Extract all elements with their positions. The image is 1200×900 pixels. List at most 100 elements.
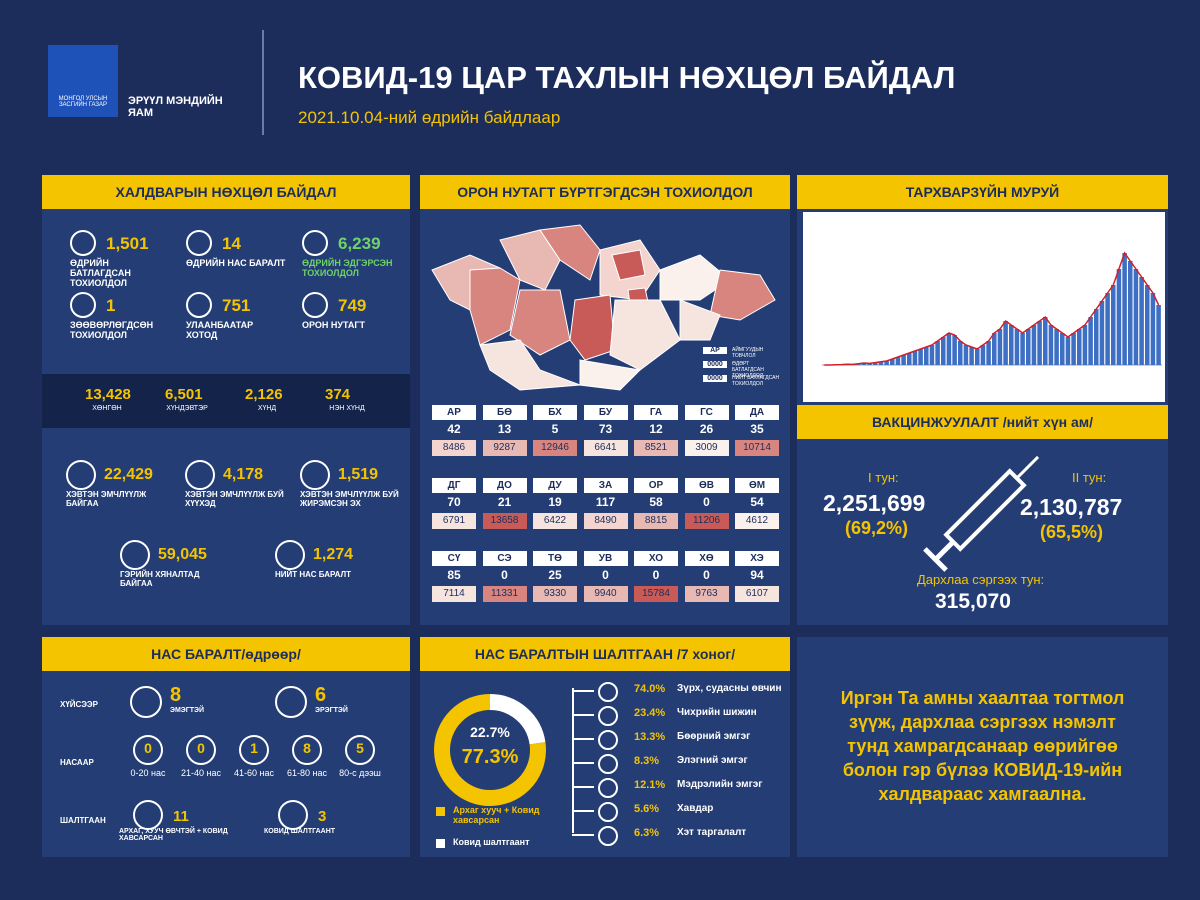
bar <box>1014 329 1020 365</box>
sex-value: 8 <box>170 684 182 706</box>
province-daily: 12 <box>649 422 663 436</box>
bar <box>946 333 952 365</box>
province-code: ГА <box>634 405 678 420</box>
row-label: ХҮЙСЭЭР <box>60 700 98 709</box>
bar <box>1082 325 1088 365</box>
stat-value: 751 <box>222 296 251 315</box>
icon <box>302 230 328 256</box>
province-daily: 19 <box>548 495 562 509</box>
message-line: зүүж, дархлаа сэргээх нэмэлт <box>849 712 1116 732</box>
dose1-value: 2,251,699 <box>823 490 926 516</box>
age-label: 21-40 нас <box>181 768 221 778</box>
bar <box>1105 293 1110 365</box>
bar <box>1077 329 1082 365</box>
province-code: УВ <box>583 551 628 566</box>
care-value: 4,178 <box>223 466 264 483</box>
icon <box>275 686 307 718</box>
bar <box>941 337 946 365</box>
province-daily: 21 <box>497 495 512 509</box>
province-code: ӨМ <box>735 478 779 493</box>
donut-label: 77.3% <box>461 746 519 768</box>
age-value: 5 <box>356 740 364 756</box>
ministry: ЭРҮҮЛ МЭНДИЙН ЯАМ <box>128 95 223 119</box>
care-label: ХЭВТЭН ЭМЧЛҮҮЛЖ БУЙ ХҮҮХЭД <box>185 490 284 508</box>
stat-value: 749 <box>338 296 367 315</box>
condition-pct: 5.6% <box>634 803 660 815</box>
age-value: 8 <box>303 740 311 756</box>
province-daily: 0 <box>652 568 660 582</box>
care-label: НИЙТ НАС БАРАЛТ <box>275 570 351 579</box>
icon <box>186 292 212 318</box>
legend-box: 0000 <box>703 375 727 382</box>
icon <box>133 800 163 830</box>
icon <box>66 460 96 490</box>
province-total: 6641 <box>583 440 628 456</box>
province-daily: 0 <box>703 568 710 582</box>
condition-pct: 12.1% <box>634 779 666 791</box>
row-label: ШАЛТГААН <box>60 816 106 825</box>
condition-pct: 23.4% <box>634 707 666 719</box>
age-label: 0-20 нас <box>130 768 166 778</box>
icon <box>302 292 328 318</box>
bar <box>861 363 867 365</box>
icon <box>130 686 162 718</box>
bar <box>1020 333 1025 365</box>
province-daily: 0 <box>703 495 710 509</box>
dose2-label: II тун: <box>1072 470 1107 485</box>
stat-label: ӨДРИЙН ЭДГЭРСЭН ТОХИОЛДОЛ <box>302 258 393 278</box>
icon <box>239 735 269 765</box>
section-title: ОРОН НУТАГТ БҮРТГЭГДСЭН ТОХИОЛДОЛ <box>420 175 790 209</box>
province-daily: 42 <box>447 422 461 436</box>
province-daily: 35 <box>750 422 764 436</box>
province-daily: 85 <box>447 568 461 582</box>
legend-swatch <box>436 807 445 816</box>
sex-label: ЭРЭГТЭЙ <box>315 707 348 714</box>
bracket-tick <box>572 690 594 692</box>
section-title: НАС БАРАЛТЫН ШАЛТГААН /7 хоног/ <box>420 637 790 671</box>
stat-label: УЛААНБААТАР ХОТОД <box>186 320 254 340</box>
condition-name: Мэдрэлийн эмгэг <box>677 779 763 790</box>
care-value: 1,274 <box>313 546 354 563</box>
province-code: ХӨ <box>684 551 729 566</box>
bar <box>969 347 974 365</box>
trend-line <box>824 251 1160 366</box>
syringe <box>923 455 1040 572</box>
severity-value: 374 <box>325 386 351 403</box>
divider <box>262 30 264 135</box>
section-title: НАС БАРАЛТ/өдрөөр/ <box>42 637 410 671</box>
condition-name: Элэгний эмгэг <box>677 755 748 766</box>
bar <box>1088 317 1093 365</box>
province-daily: 25 <box>548 568 562 582</box>
severity-band <box>42 374 410 428</box>
bar <box>878 361 884 365</box>
age-label: 61-80 нас <box>287 768 327 778</box>
province-code: БХ <box>533 405 577 420</box>
age-label: 80-с дээш <box>339 768 381 778</box>
severity-label: ХӨНГӨН <box>92 405 122 412</box>
bar <box>907 353 912 365</box>
icon <box>598 682 618 702</box>
section-title: ВАКЦИНЖУУЛАЛТ /нийт хүн ам/ <box>797 405 1168 439</box>
province-total: 8815 <box>634 513 678 529</box>
bracket-tick <box>572 834 594 836</box>
bar <box>1071 333 1076 365</box>
bar <box>958 341 963 365</box>
province-code: СЭ <box>482 551 527 566</box>
gov-label: МОНГОЛ УЛСЫН ЗАСГИЙН ГАЗАР <box>58 96 108 108</box>
bar <box>1060 333 1065 365</box>
province-daily: 58 <box>649 495 663 509</box>
section-title: ТАРХВАРЗҮЙН МУРУЙ <box>797 175 1168 209</box>
icon <box>70 292 96 318</box>
message-line: Иргэн Та амны хаалтаа тогтмол <box>840 688 1125 708</box>
condition-name: Хэт таргалалт <box>677 827 747 838</box>
bar <box>1145 285 1150 365</box>
province-total: 10714 <box>735 440 779 456</box>
province-total: 15784 <box>634 586 678 602</box>
stat-label: ЗӨӨВӨРЛӨГДСӨН ТОХИОЛДОЛ <box>70 320 154 340</box>
care-value: 22,429 <box>104 466 153 483</box>
chart-bg <box>803 212 1165 402</box>
message-line: болон гэр бүлээ КОВИД-19-ийн <box>842 760 1123 780</box>
icon <box>133 735 163 765</box>
bar <box>1133 269 1139 365</box>
